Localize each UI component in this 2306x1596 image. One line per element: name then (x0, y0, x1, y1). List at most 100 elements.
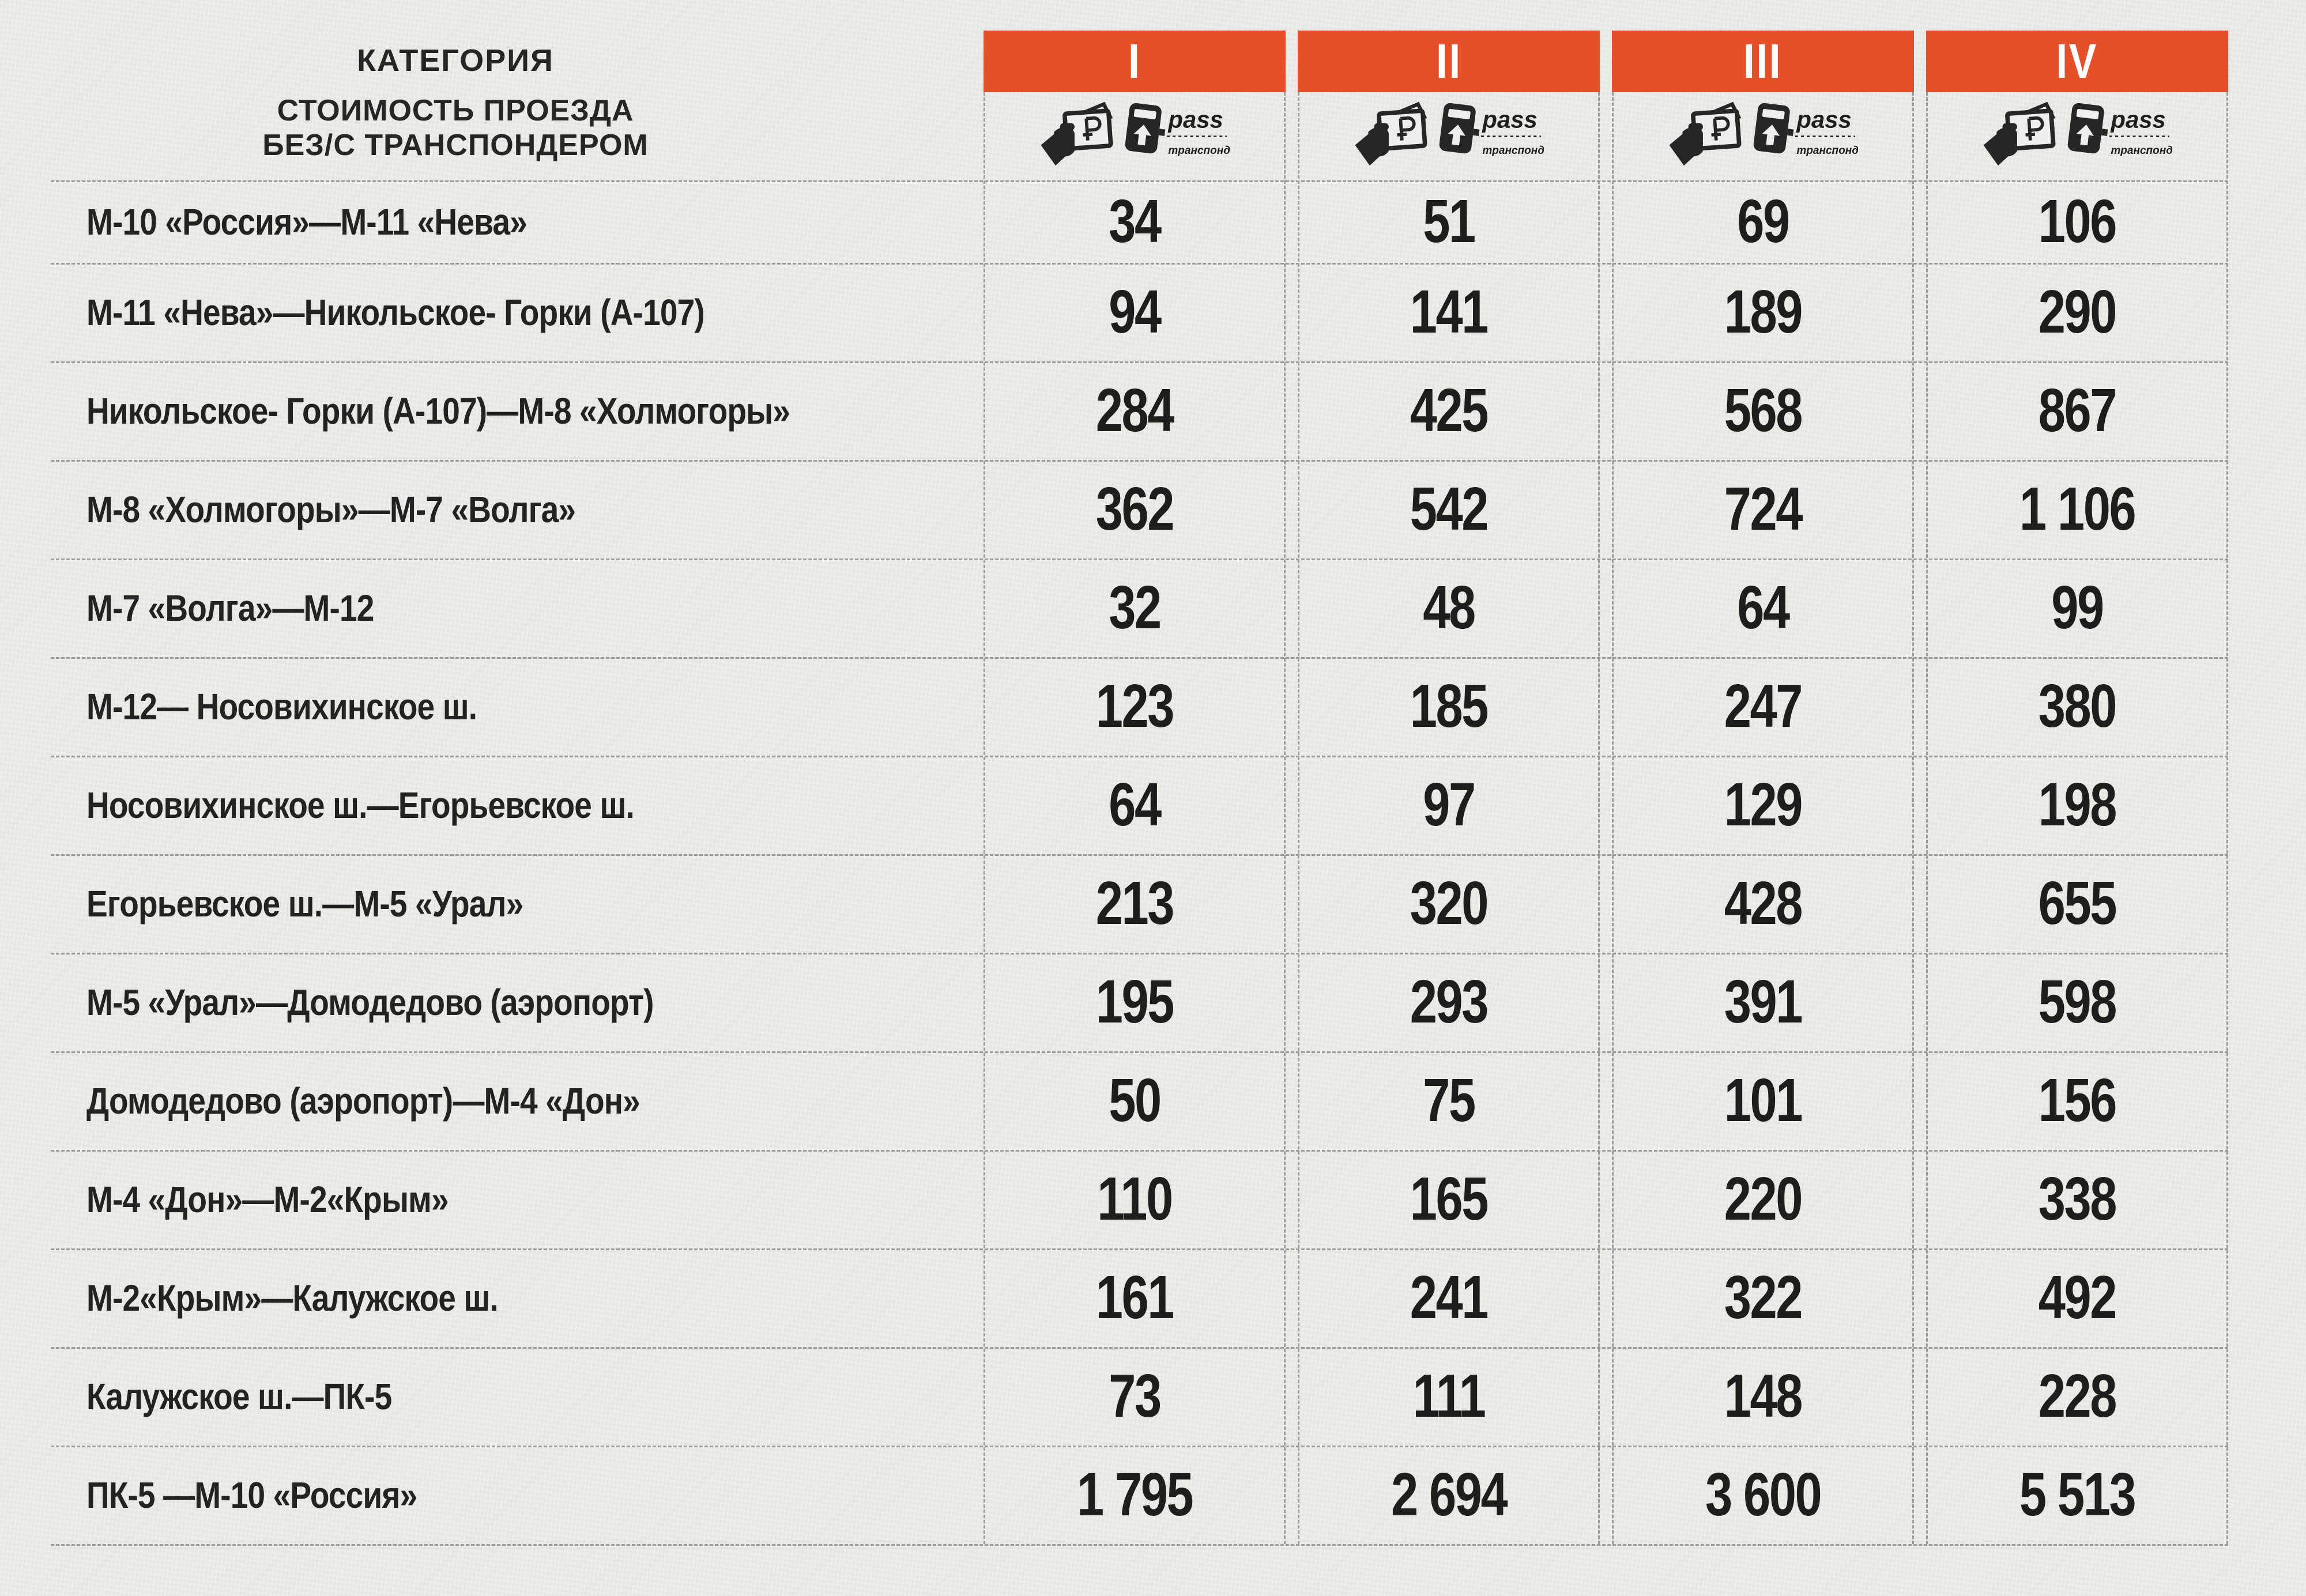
price-cell: 32 (985, 559, 1284, 657)
price-cell: 198 (1928, 756, 2226, 854)
ruble-icon (1397, 116, 1416, 141)
row-separator (51, 263, 2228, 265)
table-corner-header: КАТЕГОРИЯ СТОИМОСТЬ ПРОЕЗДА БЕЗ/С ТРАНСП… (86, 0, 824, 180)
route-label: М-5 «Урал»—Домодедово (аэропорт) (86, 981, 654, 1023)
price-cell: 110 (985, 1150, 1284, 1248)
price-cell: 290 (1928, 263, 2226, 361)
transponder-icon (1439, 103, 1480, 154)
price-value: 148 (1724, 1362, 1803, 1430)
price-cell: 123 (985, 657, 1284, 756)
route-label-row: Егорьевское ш.—М-5 «Урал» (86, 854, 984, 953)
price-cell: 391 (1614, 953, 1912, 1051)
cash-payment-icon (1041, 101, 1113, 166)
cash-payment-icon (1355, 101, 1427, 166)
cash-and-transponder-icon: pass транспондер (1983, 101, 2172, 166)
price-cell: 322 (1614, 1248, 1912, 1347)
category-column-1-prices: 34 94 284 362 32 123 64 213 195 50 110 161 73 1 795 (985, 180, 1284, 1544)
row-separator (51, 1544, 2228, 1546)
price-value: 391 (1724, 968, 1803, 1036)
category-column-4-header: IV (1926, 31, 2228, 92)
route-label-row: М-5 «Урал»—Домодедово (аэропорт) (86, 953, 984, 1051)
price-value: 111 (1412, 1362, 1486, 1430)
price-cell: 338 (1928, 1150, 2226, 1248)
price-value: 106 (2038, 187, 2117, 255)
price-cell: 106 (1928, 180, 2226, 263)
price-cell: 1 795 (985, 1446, 1284, 1544)
price-value: 189 (1724, 278, 1803, 346)
route-label-row: М-12— Носовихинское ш. (86, 657, 984, 756)
price-value: 247 (1724, 672, 1803, 740)
category-2-numeral: II (1435, 34, 1462, 88)
category-column-3-body: pass транспондер 69 189 568 724 64 247 129 428 3… (1612, 92, 1914, 1544)
price-value: 73 (1109, 1362, 1162, 1430)
price-value: 123 (1095, 672, 1175, 740)
transponder-label: транспондер (1168, 145, 1230, 157)
price-value: 156 (2038, 1066, 2117, 1134)
route-label: М-11 «Нева»—Никольское- Горки (А-107) (86, 291, 705, 333)
row-separator (51, 559, 2228, 560)
category-title: КАТЕГОРИЯ (357, 43, 554, 78)
price-value: 110 (1097, 1165, 1173, 1233)
price-value: 655 (2038, 869, 2117, 937)
price-value: 129 (1724, 771, 1803, 839)
price-cell: 284 (985, 361, 1284, 460)
price-value: 2 694 (1391, 1461, 1508, 1529)
route-label-row: М-7 «Волга»—М-12 (86, 559, 984, 657)
row-separator (51, 361, 2228, 363)
price-cell: 51 (1299, 180, 1598, 263)
price-cell: 362 (985, 460, 1284, 559)
route-label-row: М-10 «Россия»—М-11 «Нева» (86, 180, 984, 263)
transponder-label: транспондер (1482, 145, 1544, 157)
row-separator (51, 756, 2228, 757)
category-column-1-body: pass транспондер 34 94 284 362 32 123 64 213 195… (984, 92, 1286, 1544)
category-column-3-prices: 69 189 568 724 64 247 129 428 391 101 220 322 148 3 6… (1614, 180, 1912, 1544)
route-label: М-2«Крым»—Калужское ш. (86, 1277, 499, 1319)
row-separator (51, 1347, 2228, 1349)
cash-payment-icon (1669, 101, 1742, 166)
price-value: 293 (1410, 968, 1489, 1036)
price-cell: 75 (1299, 1051, 1598, 1150)
price-value: 97 (1423, 771, 1476, 839)
price-cell: 2 694 (1299, 1446, 1598, 1544)
price-cell: 228 (1928, 1347, 2226, 1446)
price-cell: 1 106 (1928, 460, 2226, 559)
price-cell: 492 (1928, 1248, 2226, 1347)
route-label-row: М-11 «Нева»—Никольское- Горки (А-107) (86, 263, 984, 361)
transponder-label: транспондер (1796, 145, 1858, 157)
price-value: 48 (1423, 573, 1476, 642)
price-cell: 64 (985, 756, 1284, 854)
price-cell: 69 (1614, 180, 1912, 263)
cash-and-transponder-icon: pass транспондер (1041, 101, 1230, 166)
row-separator (51, 180, 2228, 182)
price-cell: 428 (1614, 854, 1912, 953)
price-value: 220 (1724, 1165, 1803, 1233)
price-value: 75 (1423, 1066, 1476, 1134)
price-cell: 655 (1928, 854, 2226, 953)
cash-and-transponder-icon: pass транспондер (1355, 101, 1544, 166)
price-cell: 165 (1299, 1150, 1598, 1248)
cash-and-transponder-icon: pass транспондер (1669, 101, 1858, 166)
category-column-2-body: pass транспондер 51 141 425 542 48 185 97 320 29… (1298, 92, 1600, 1544)
price-cell: 148 (1614, 1347, 1912, 1446)
route-label-row: Никольское- Горки (А-107)—М-8 «Холмогоры… (86, 361, 984, 460)
price-cell: 73 (985, 1347, 1284, 1446)
pass-label: pass (1796, 105, 1851, 133)
price-cell: 111 (1299, 1347, 1598, 1446)
route-label: Носовихинское ш.—Егорьевское ш. (86, 784, 635, 826)
price-cell: 97 (1299, 756, 1598, 854)
price-value: 1 106 (2019, 475, 2137, 543)
price-value: 322 (1724, 1263, 1803, 1331)
price-cell: 64 (1614, 559, 1912, 657)
row-separator (51, 1150, 2228, 1152)
payment-methods-icon-slot: pass транспондер (1299, 92, 1598, 180)
route-label-row: Домодедово (аэропорт)—М-4 «Дон» (86, 1051, 984, 1150)
price-cell: 380 (1928, 657, 2226, 756)
price-cell: 425 (1299, 361, 1598, 460)
price-cell: 5 513 (1928, 1446, 2226, 1544)
price-cell: 867 (1928, 361, 2226, 460)
price-cell: 220 (1614, 1150, 1912, 1248)
ruble-icon (1083, 116, 1102, 141)
price-cell: 213 (985, 854, 1284, 953)
price-value: 320 (1410, 869, 1489, 937)
price-value: 724 (1724, 475, 1803, 543)
